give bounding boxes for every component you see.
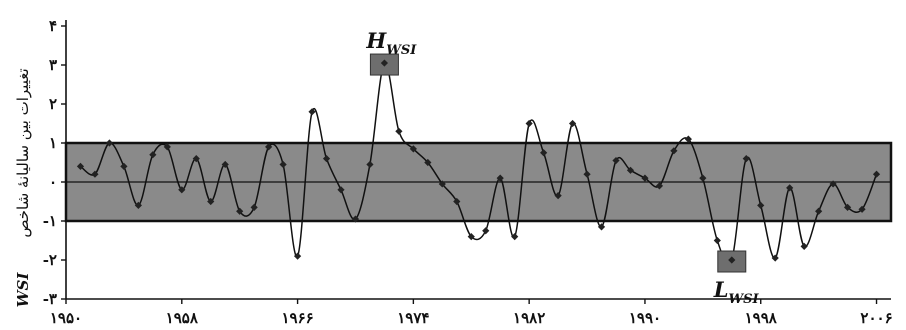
data-point bbox=[554, 192, 562, 200]
x-tick-label: ۱۹۶۶ bbox=[281, 309, 313, 327]
data-point bbox=[279, 160, 287, 169]
axes-layer: -۳ -۲ -۱ ۰ ۱ ۲ ۳ ۴ ۱۹۵۰ ۱۹۵۸ ۱۹۶۶ ۱۹۷۴ ۱۹۸۲ ۱۹۹۰ ۱۹۹۸ ۲… bbox=[43, 17, 893, 327]
data-point bbox=[149, 151, 157, 159]
data-point bbox=[134, 201, 142, 209]
y-tick-label: ۱ bbox=[49, 134, 57, 152]
band-layer bbox=[64, 141, 893, 223]
y-tick-label: -۳ bbox=[43, 290, 57, 308]
data-point bbox=[308, 108, 316, 116]
data-point bbox=[221, 160, 229, 169]
data-point bbox=[829, 180, 837, 188]
data-point bbox=[800, 242, 808, 250]
data-point bbox=[815, 207, 823, 215]
data-point bbox=[293, 252, 302, 260]
data-point bbox=[207, 197, 215, 206]
data-point bbox=[250, 203, 258, 211]
data-point bbox=[351, 215, 360, 223]
y-axis-label: تغییرات بین سالیانهٔ شاخص WSI bbox=[14, 68, 32, 307]
data-point bbox=[742, 155, 750, 163]
data-point bbox=[265, 143, 273, 151]
data-point bbox=[105, 139, 114, 147]
x-tick-label: ۱۹۷۴ bbox=[397, 309, 429, 327]
annotation-layer: HWSI LWSI bbox=[365, 28, 759, 307]
data-point bbox=[395, 127, 403, 135]
annotation-label: HWSI bbox=[365, 28, 417, 58]
annotation-point bbox=[380, 59, 389, 67]
data-point bbox=[684, 135, 692, 143]
y-tick-label: ۴ bbox=[49, 17, 57, 35]
data-point bbox=[843, 203, 852, 211]
data-point bbox=[612, 156, 620, 165]
data-point bbox=[337, 186, 345, 194]
data-point bbox=[771, 254, 779, 262]
annotation-point bbox=[728, 256, 736, 264]
y-tick-label: ۰ bbox=[49, 173, 57, 191]
y-tick-label: -۱ bbox=[43, 212, 57, 230]
data-point bbox=[655, 182, 664, 190]
data-point bbox=[409, 145, 417, 153]
data-point bbox=[670, 147, 678, 155]
data-point bbox=[236, 207, 244, 215]
data-point bbox=[511, 233, 519, 241]
x-tick-label: ۲۰۰۶ bbox=[860, 309, 892, 327]
data-point bbox=[568, 119, 577, 128]
data-point bbox=[366, 160, 374, 169]
data-point bbox=[757, 201, 765, 209]
data-point bbox=[626, 166, 635, 174]
data-point bbox=[192, 155, 200, 163]
data-point bbox=[424, 158, 432, 167]
y-tick-label: ۳ bbox=[49, 56, 57, 74]
data-point bbox=[713, 236, 721, 245]
x-tick-label: ۱۹۸۲ bbox=[513, 309, 545, 327]
data-point bbox=[540, 149, 548, 157]
data-point bbox=[482, 227, 490, 235]
data-point bbox=[178, 186, 186, 194]
data-point bbox=[699, 174, 707, 182]
x-tick-label: ۱۹۵۰ bbox=[50, 309, 82, 327]
data-point bbox=[872, 170, 881, 178]
data-point bbox=[163, 143, 171, 151]
data-point bbox=[91, 170, 99, 178]
y-axis-label-acronym: WSI bbox=[14, 272, 32, 308]
data-point bbox=[467, 233, 475, 241]
data-point bbox=[496, 174, 504, 182]
y-tick-label: ۲ bbox=[49, 95, 57, 113]
data-point bbox=[438, 180, 446, 188]
data-point bbox=[76, 162, 85, 170]
x-tick-label: ۱۹۹۰ bbox=[629, 309, 661, 327]
x-tick-label: ۱۹۹۸ bbox=[745, 309, 778, 327]
data-point bbox=[597, 223, 606, 231]
data-point bbox=[453, 197, 461, 206]
series-line bbox=[80, 62, 878, 266]
data-point bbox=[120, 162, 128, 170]
data-point bbox=[322, 155, 331, 163]
data-point bbox=[786, 184, 794, 192]
annotation-label: LWSI bbox=[713, 277, 760, 307]
data-point bbox=[858, 205, 866, 213]
data-point bbox=[641, 174, 649, 182]
y-tick-label: -۲ bbox=[43, 251, 57, 269]
data-point bbox=[583, 170, 591, 178]
data-point bbox=[525, 119, 533, 128]
y-axis-label-text: تغییرات بین سالیانهٔ شاخص bbox=[14, 68, 32, 237]
x-tick-label: ۱۹۵۸ bbox=[166, 309, 199, 327]
